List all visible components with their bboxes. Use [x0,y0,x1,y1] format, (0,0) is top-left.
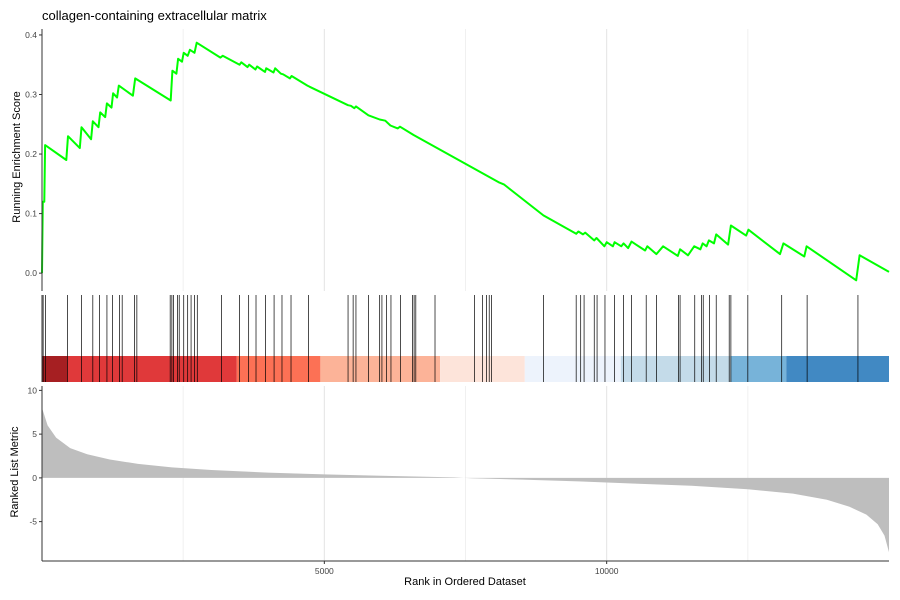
running-score-line [41,41,890,282]
color-bar-segment [730,356,787,382]
chart-title: collagen-containing extracellular matrix [42,8,267,23]
y-tick-label: 0.3 [25,90,37,100]
x-tick-label: 5000 [315,566,334,576]
color-bar-segment [620,356,731,382]
color-bar-segment [524,356,621,382]
y-tick-label: 5 [32,429,37,439]
y-tick-label: 0 [32,473,37,483]
ranked-metric-panel [42,407,889,553]
ranked-metric-area [42,407,889,553]
color-bar-segment [320,356,441,382]
y-tick-label: 10 [28,385,38,395]
x-axis-label: Rank in Ordered Dataset [0,576,900,588]
gene-hits-panel [42,295,889,382]
running-score-panel [41,41,890,282]
y-tick-label: 0.0 [25,268,37,278]
y-tick-label: 0.2 [25,149,37,159]
color-bar-segment [67,356,237,382]
y-tick-label: 0.4 [25,30,37,40]
x-tick-label: 10000 [595,566,619,576]
color-bar-segment [42,356,68,382]
color-bar-segment [786,356,889,382]
x-axis-label-text: Rank in Ordered Dataset [404,576,526,588]
y-tick-label: -5 [29,517,37,527]
y-tick-label: 0.1 [25,209,37,219]
color-bar-segment [236,356,321,382]
grid-layer [182,29,749,561]
axes-layer: 0.0 0.1 0.2 0.3 0.4 -5 0 5 10 5000 10000 [25,29,889,576]
